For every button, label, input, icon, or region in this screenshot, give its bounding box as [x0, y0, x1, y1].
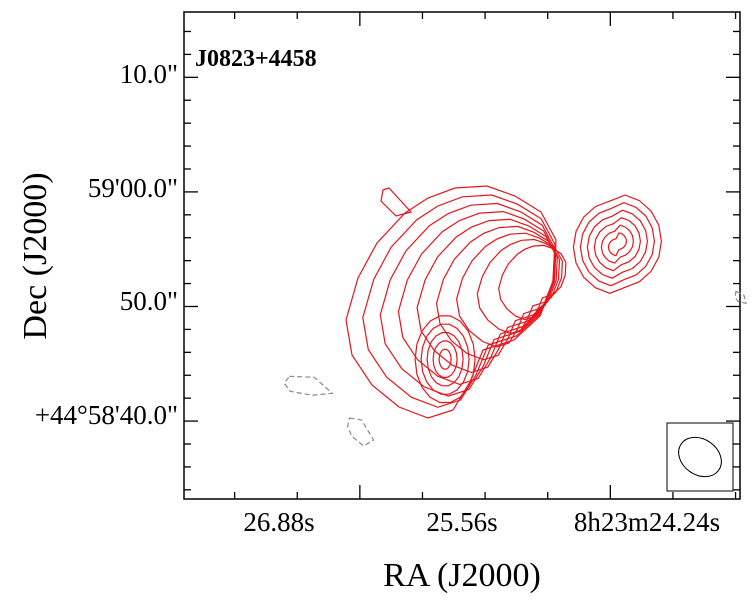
- negative-contour: [346, 417, 375, 447]
- positive-contour-peak-b: [414, 315, 476, 404]
- positive-contour: [476, 238, 564, 335]
- positive-contour: [397, 210, 556, 386]
- positive-contour-spur: [380, 187, 413, 217]
- positive-contour-peak-a: [600, 224, 635, 264]
- x-tick-label-1: 26.88s: [243, 507, 314, 537]
- beam-ellipse: [678, 436, 722, 478]
- positive-contour: [379, 202, 556, 397]
- positive-contour-peak-b: [432, 340, 458, 378]
- x-tick-label-3: 8h23m24.24s: [574, 507, 720, 537]
- negative-contour: [283, 375, 334, 396]
- source-name: J0823+4458: [195, 46, 317, 72]
- y-axis-title: Dec (J2000): [17, 172, 54, 339]
- positive-contour: [345, 185, 557, 419]
- x-tick-label-2: 25.56s: [426, 507, 497, 537]
- axis-ticks: [184, 12, 740, 499]
- positive-contour-peak-b: [426, 332, 464, 387]
- y-tick-label-3: 50.0": [120, 286, 178, 316]
- positive-contour-peak-b: [420, 323, 470, 395]
- positive-contour-peak-b: [438, 348, 452, 370]
- positive-contour: [362, 194, 556, 408]
- positive-contour-peak-a: [579, 201, 656, 287]
- x-axis-title: RA (J2000): [383, 557, 541, 594]
- y-tick-label-1: 10.0": [120, 59, 178, 89]
- plot-frame: [183, 11, 741, 500]
- beam-box: [666, 422, 734, 492]
- y-tick-label-2: 59'00.0": [88, 173, 178, 203]
- contour-layer: [283, 185, 747, 447]
- positive-contour-peak-a: [572, 194, 663, 294]
- positive-contour: [455, 232, 561, 348]
- positive-contour-peak-a: [593, 217, 642, 272]
- y-tick-label-4: +44°58'40.0": [35, 400, 178, 430]
- positive-contour-peak-a: [586, 209, 649, 279]
- positive-contour-peak-a: [607, 232, 628, 257]
- positive-contour: [498, 244, 567, 321]
